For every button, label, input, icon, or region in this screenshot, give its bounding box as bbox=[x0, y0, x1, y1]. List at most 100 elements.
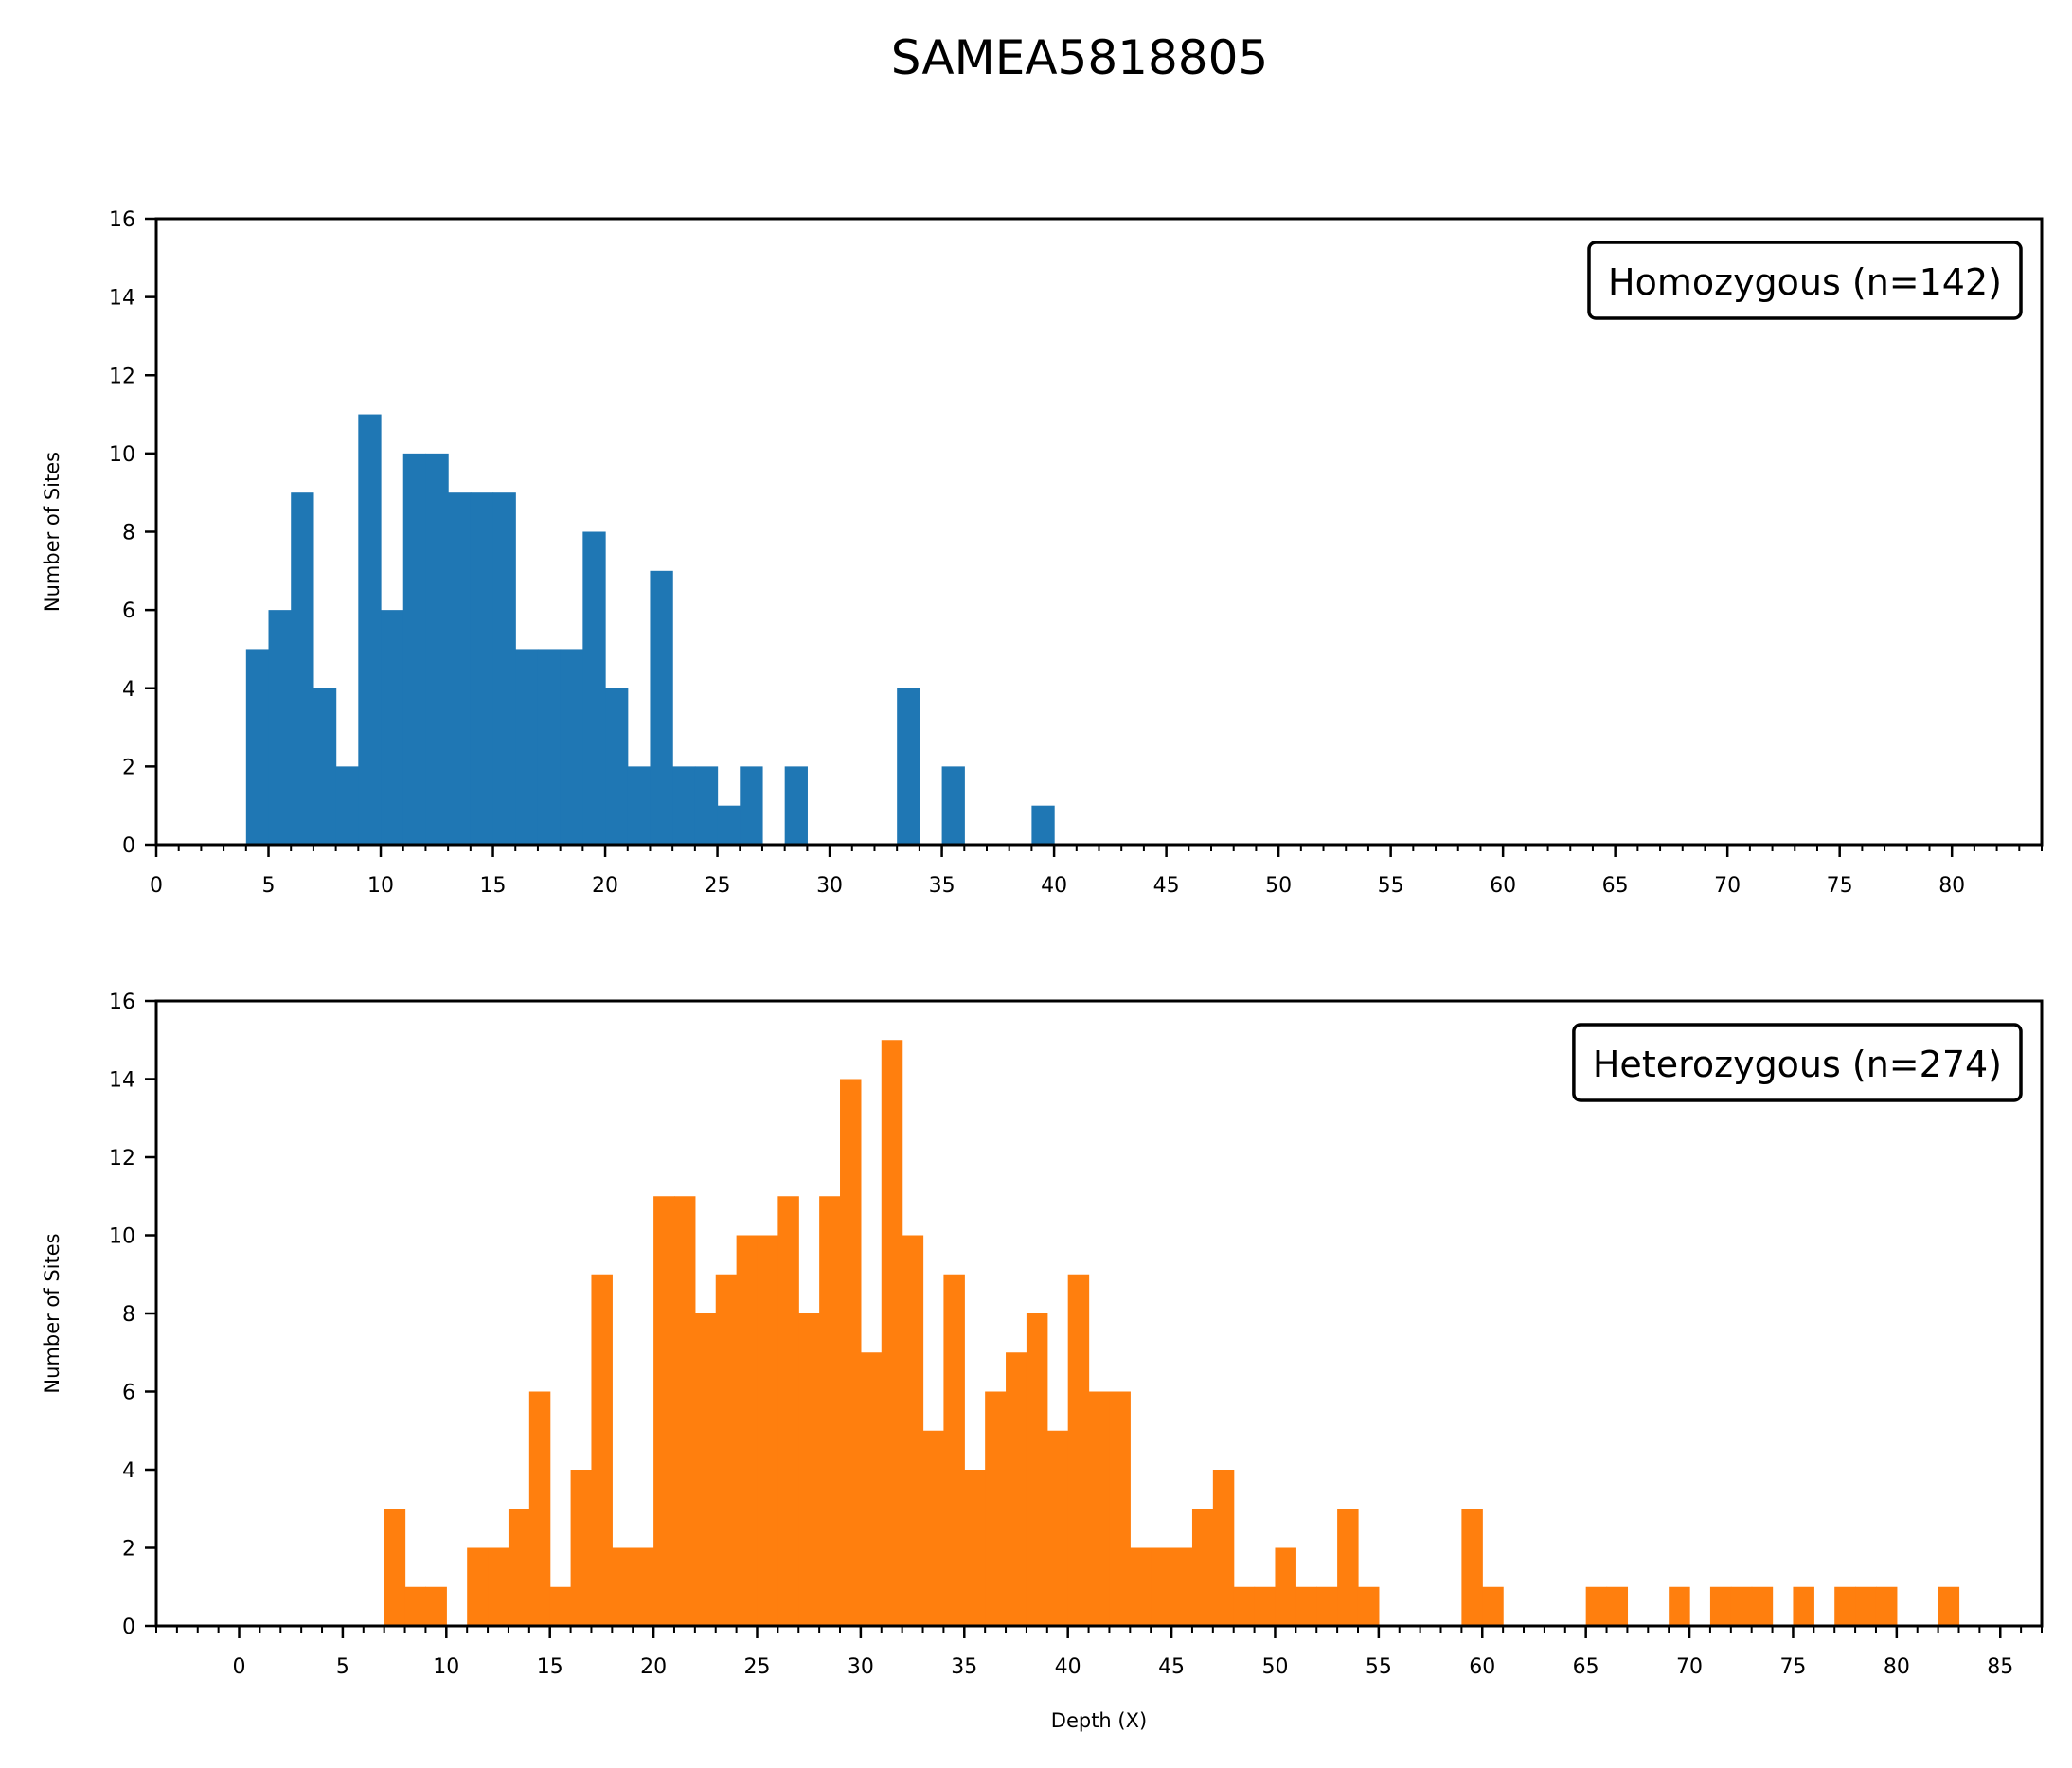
histogram-bar bbox=[1669, 1586, 1690, 1626]
histogram-bar bbox=[881, 1040, 903, 1626]
y-tick-label: 8 bbox=[122, 522, 135, 545]
histogram-bar bbox=[1357, 1586, 1380, 1626]
histogram-bar bbox=[1006, 1352, 1027, 1626]
histogram-bar bbox=[672, 766, 696, 846]
histogram-bar bbox=[964, 1470, 986, 1626]
histogram-bar bbox=[508, 1509, 530, 1626]
histogram-bar bbox=[1855, 1586, 1877, 1626]
histogram-bar bbox=[1938, 1586, 1960, 1626]
legend: Heterozygous (n=274) bbox=[1572, 1023, 2023, 1102]
x-tick-label: 30 bbox=[848, 1655, 874, 1679]
histogram-bar bbox=[335, 766, 359, 846]
histogram-bar bbox=[470, 492, 494, 845]
histogram-bar bbox=[1026, 1313, 1048, 1626]
histogram-bar bbox=[384, 1509, 406, 1626]
x-tick-label: 85 bbox=[1987, 1655, 2013, 1679]
legend-label: Heterozygous (n=274) bbox=[1593, 1044, 2002, 1085]
histogram-bar bbox=[425, 453, 449, 846]
histogram-bar bbox=[515, 649, 539, 845]
histogram-bar bbox=[425, 1586, 447, 1626]
histogram-bar bbox=[985, 1391, 1007, 1626]
y-tick-label: 10 bbox=[109, 443, 135, 467]
histogram-bar bbox=[268, 610, 292, 846]
histogram-bar bbox=[1067, 1274, 1090, 1626]
histogram-bar bbox=[1031, 805, 1055, 845]
x-tick-label: 40 bbox=[1055, 1655, 1081, 1679]
histogram-bar bbox=[650, 570, 673, 845]
histogram-bar bbox=[653, 1196, 675, 1626]
histogram-bar bbox=[582, 531, 606, 845]
legend-label: Homozygous (n=142) bbox=[1608, 261, 2002, 303]
histogram-bar bbox=[694, 1313, 717, 1626]
y-tick-label: 14 bbox=[109, 1069, 135, 1093]
x-tick-label: 25 bbox=[743, 1655, 770, 1679]
histogram-bar bbox=[717, 805, 741, 845]
histogram-bar bbox=[404, 1586, 427, 1626]
x-tick-label: 25 bbox=[705, 874, 731, 898]
histogram-bar bbox=[381, 610, 404, 846]
x-tick-label: 35 bbox=[929, 874, 956, 898]
y-axis-label: Number of Sites bbox=[41, 1233, 63, 1393]
histogram-bar bbox=[1212, 1470, 1235, 1626]
x-tick-label: 0 bbox=[150, 874, 163, 898]
histogram-bar bbox=[1151, 1547, 1172, 1626]
y-axis-label: Number of Sites bbox=[41, 452, 63, 612]
histogram-bar bbox=[757, 1235, 778, 1626]
x-tick-label: 35 bbox=[951, 1655, 977, 1679]
histogram-bar bbox=[313, 688, 337, 845]
legend: Homozygous (n=142) bbox=[1587, 241, 2023, 320]
histogram-bar bbox=[1109, 1391, 1131, 1626]
histogram-bar bbox=[1254, 1586, 1277, 1626]
histogram-bar bbox=[1191, 1509, 1214, 1626]
histogram-bar bbox=[1606, 1586, 1629, 1626]
x-tick-label: 10 bbox=[433, 1655, 459, 1679]
histogram-bar bbox=[777, 1196, 799, 1626]
figure-title: SAMEA5818805 bbox=[891, 30, 1269, 85]
histogram-bar bbox=[1130, 1547, 1152, 1626]
x-tick-label: 15 bbox=[480, 874, 507, 898]
x-tick-label: 75 bbox=[1827, 874, 1853, 898]
y-tick-label: 8 bbox=[122, 1303, 135, 1327]
histogram-bar bbox=[1337, 1509, 1359, 1626]
histogram-bar bbox=[528, 1391, 551, 1626]
y-tick-label: 4 bbox=[122, 678, 135, 702]
y-tick-label: 0 bbox=[122, 1616, 135, 1639]
x-tick-label: 65 bbox=[1573, 1655, 1599, 1679]
histogram-bar bbox=[1585, 1586, 1608, 1626]
y-tick-label: 6 bbox=[122, 599, 135, 623]
histogram-bar bbox=[549, 1586, 572, 1626]
histogram-bar bbox=[245, 649, 270, 845]
legend-box bbox=[1587, 241, 2023, 320]
subplot-1: 0 2 4 6 8 10 12 14 16 0 5 10 15 20 25 30 35 40 45 50 55 60 65 7… bbox=[41, 208, 2044, 898]
y-tick-label: 14 bbox=[109, 287, 135, 311]
histogram-bar bbox=[673, 1196, 696, 1626]
x-tick-label: 45 bbox=[1158, 1655, 1185, 1679]
x-tick-label: 55 bbox=[1378, 874, 1404, 898]
x-tick-label: 5 bbox=[262, 874, 276, 898]
histogram-bar bbox=[922, 1430, 945, 1626]
histogram-bar bbox=[1730, 1586, 1753, 1626]
x-tick-label: 40 bbox=[1041, 874, 1067, 898]
histogram-bar bbox=[291, 492, 314, 845]
y-tick-label: 2 bbox=[122, 756, 135, 779]
y-tick-label: 4 bbox=[122, 1459, 135, 1483]
histogram-bar bbox=[492, 492, 516, 845]
y-tick-label: 2 bbox=[122, 1538, 135, 1562]
histogram-bar bbox=[1088, 1391, 1111, 1626]
x-tick-label: 50 bbox=[1265, 874, 1292, 898]
x-tick-label: 60 bbox=[1469, 1655, 1495, 1679]
y-tick-label: 16 bbox=[109, 991, 135, 1014]
histogram-bar bbox=[537, 649, 562, 845]
histogram-bar bbox=[467, 1547, 489, 1626]
histogram-bar bbox=[448, 492, 472, 845]
histogram-bars bbox=[384, 1040, 1960, 1626]
histogram-bar bbox=[1751, 1586, 1774, 1626]
histogram-bar bbox=[1461, 1509, 1483, 1626]
histogram-bar bbox=[902, 1235, 924, 1626]
histogram-bar bbox=[784, 766, 808, 846]
x-tick-label: 50 bbox=[1261, 1655, 1288, 1679]
histogram-bar bbox=[694, 766, 719, 846]
histogram-bar bbox=[736, 1235, 759, 1626]
histogram-bar bbox=[860, 1352, 883, 1626]
